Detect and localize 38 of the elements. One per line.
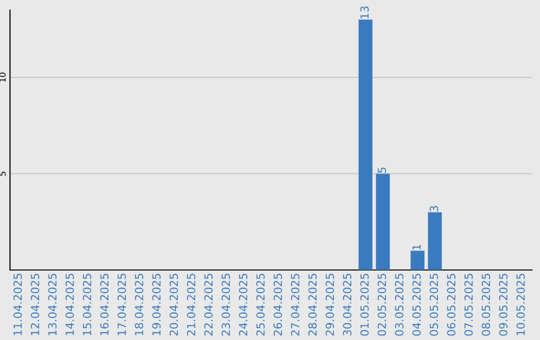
x-tick-label: 25.04.2025 (256, 274, 265, 336)
x-tick-label: 01.05.2025 (360, 274, 369, 336)
data-label: 1 (412, 244, 421, 250)
x-tick-label: 26.04.2025 (274, 274, 282, 336)
x-tick-label: 17.04.2025 (118, 274, 126, 336)
x-tick-label: 15.04.2025 (82, 274, 92, 336)
x-tick-label: 13.04.2025 (48, 274, 57, 336)
x-tick-label: 03.05.2025 (395, 274, 404, 336)
x-tick-label: 16.04.2025 (100, 274, 109, 336)
x-tick-label: 10.05.2025 (516, 274, 525, 336)
data-label: 5 (378, 168, 386, 173)
x-tick-label: 27.04.2025 (290, 274, 300, 336)
x-tick-label: 22.04.2025 (204, 274, 213, 336)
x-tick-label: 18.04.2025 (134, 274, 144, 336)
x-tick-label: 11.04.2025 (13, 274, 22, 336)
x-tick-label: 07.05.2025 (464, 274, 473, 336)
x-tick-label: 30.04.2025 (342, 274, 352, 336)
bar (410, 250, 424, 270)
bar (428, 212, 442, 270)
x-tick-label: 28.04.2025 (308, 274, 317, 336)
x-tick-label: 05.05.2025 (430, 274, 438, 336)
x-tick-label: 14.04.2025 (66, 274, 74, 336)
data-label: 13 (360, 6, 369, 18)
x-tick-label: 21.04.2025 (186, 274, 196, 336)
x-tick-label: 02.05.2025 (378, 274, 386, 336)
x-tick-label: 19.04.2025 (152, 274, 161, 336)
data-label: 3 (430, 206, 438, 212)
x-tick-label: 23.04.2025 (222, 274, 230, 336)
bar (376, 174, 390, 270)
x-tick-label: 24.04.2025 (238, 274, 248, 336)
x-tick-label: 09.05.2025 (499, 274, 508, 336)
x-tick-label: 12.04.2025 (30, 274, 40, 336)
x-tick-label: 20.04.2025 (170, 274, 178, 336)
bar (358, 20, 372, 270)
x-tick-label: 06.05.2025 (447, 274, 456, 336)
x-tick-label: 29.04.2025 (326, 274, 334, 336)
x-tick-label: 04.05.2025 (412, 274, 421, 336)
x-tick-label: 08.05.2025 (482, 274, 490, 336)
